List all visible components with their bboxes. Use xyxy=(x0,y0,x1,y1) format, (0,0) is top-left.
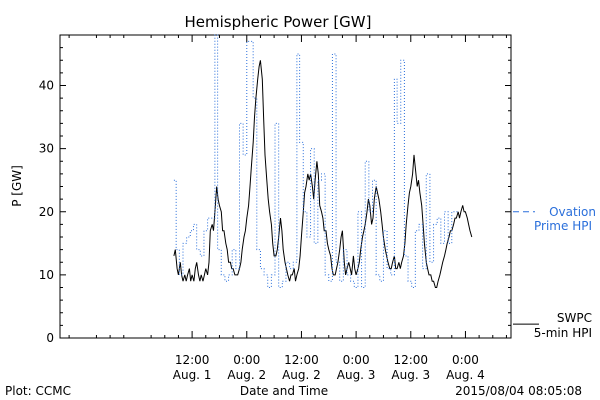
x-tick-date-label: Aug. 2 xyxy=(227,368,266,382)
y-tick-label: 20 xyxy=(39,205,54,219)
x-tick-date-label: Aug. 4 xyxy=(446,368,485,382)
y-axis-ticks: 0 10 20 30 40 xyxy=(39,34,511,345)
ovation-prime-series-line xyxy=(173,34,458,288)
plot-source-label: Plot: CCMC xyxy=(5,384,71,398)
series-layer xyxy=(173,34,473,288)
x-tick-date-label: Aug. 2 xyxy=(282,368,321,382)
legend-ovation-sublabel: Prime HPI xyxy=(534,219,592,233)
legend-swpc-sublabel: 5-min HPI xyxy=(534,326,592,340)
y-tick-label: 0 xyxy=(46,331,54,345)
x-axis-label: Date and Time xyxy=(240,384,328,398)
x-tick-time-label: 12:00 xyxy=(175,353,210,367)
x-tick-date-label: Aug. 1 xyxy=(173,368,212,382)
y-tick-label: 40 xyxy=(39,79,54,93)
plot-frame xyxy=(59,34,512,339)
x-tick-time-label: 0:00 xyxy=(452,353,479,367)
legend-swpc-label: SWPC xyxy=(557,311,592,325)
swpc-series-line xyxy=(173,60,473,288)
x-tick-time-label: 12:00 xyxy=(284,353,319,367)
y-tick-label: 30 xyxy=(39,142,54,156)
legend-ovation-label: Ovation xyxy=(549,205,596,219)
x-tick-date-label: Aug. 3 xyxy=(391,368,430,382)
y-axis-label: P [GW] xyxy=(10,165,24,207)
chart-title: Hemispheric Power [GW] xyxy=(185,13,372,31)
x-tick-time-label: 0:00 xyxy=(343,353,370,367)
x-tick-date-label: Aug. 3 xyxy=(337,368,376,382)
x-tick-time-label: 0:00 xyxy=(233,353,260,367)
y-tick-label: 10 xyxy=(39,268,54,282)
x-tick-time-label: 12:00 xyxy=(393,353,428,367)
plot-timestamp: 2015/08/04 08:05:08 xyxy=(455,384,582,398)
